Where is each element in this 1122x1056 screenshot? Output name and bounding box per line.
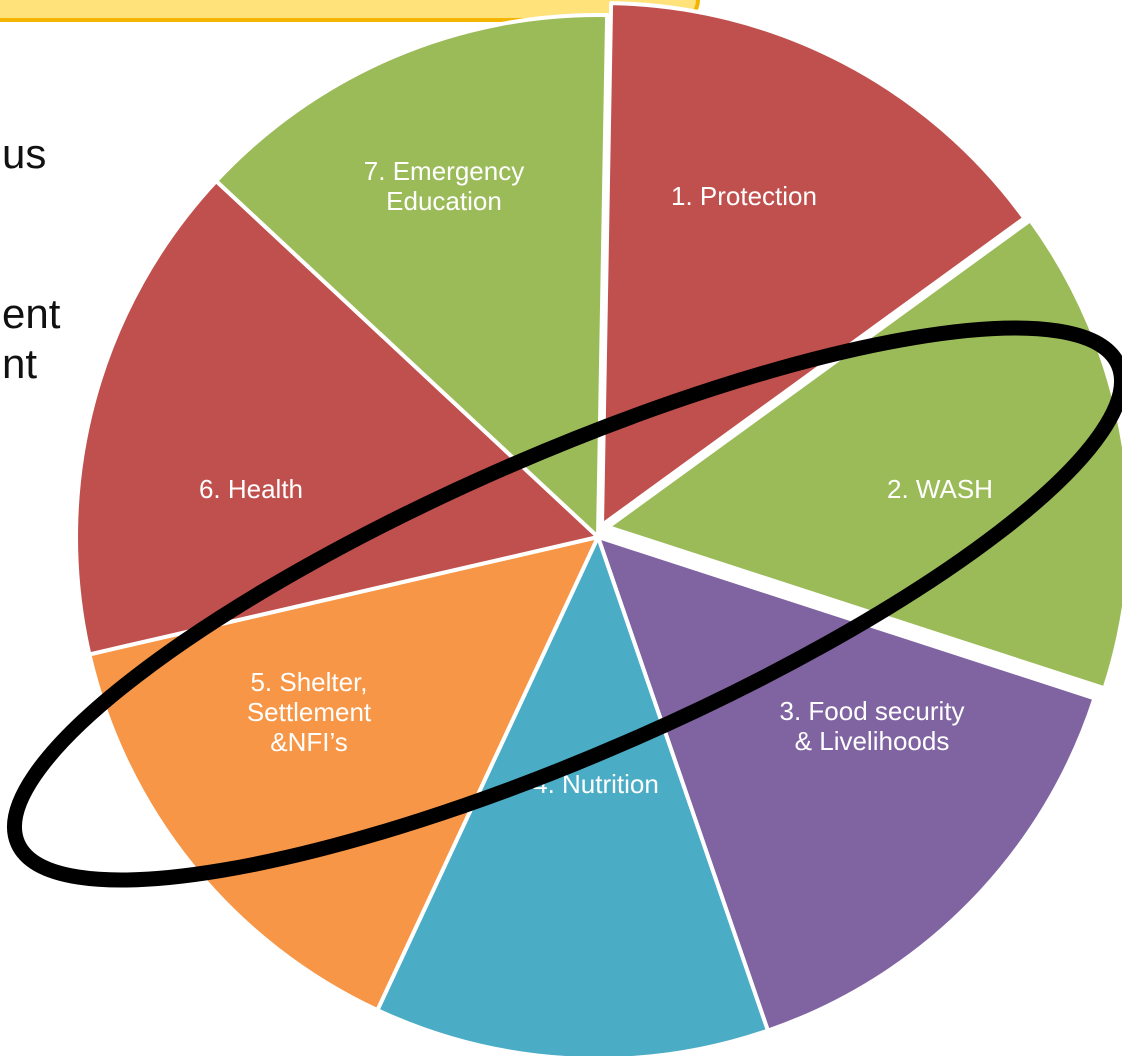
background-text-fragment: ent xyxy=(2,290,61,337)
pie-slice-nutrition xyxy=(375,535,770,1056)
pie-slice-food-security xyxy=(596,535,1097,1033)
pie-slice-wash xyxy=(606,218,1122,691)
pie-label-food-security: 3. Food security & Livelihoods xyxy=(780,696,965,756)
pie-label-protection: 1. Protection xyxy=(671,181,817,211)
pie-label-health: 6. Health xyxy=(199,474,303,504)
background-text-fragment: us xyxy=(2,130,47,177)
pie-slice-health xyxy=(74,179,600,657)
pie-label-wash: 2. WASH xyxy=(887,474,993,504)
background-text-fragment: nt xyxy=(2,340,38,387)
pie-slice-emergency-education xyxy=(214,13,610,539)
pie-label-emergency-education: 7. Emergency Education xyxy=(364,156,524,216)
pie-label-shelter: 5. Shelter, Settlement &NFI’s xyxy=(247,667,372,757)
highlight-ellipse xyxy=(7,320,1122,888)
